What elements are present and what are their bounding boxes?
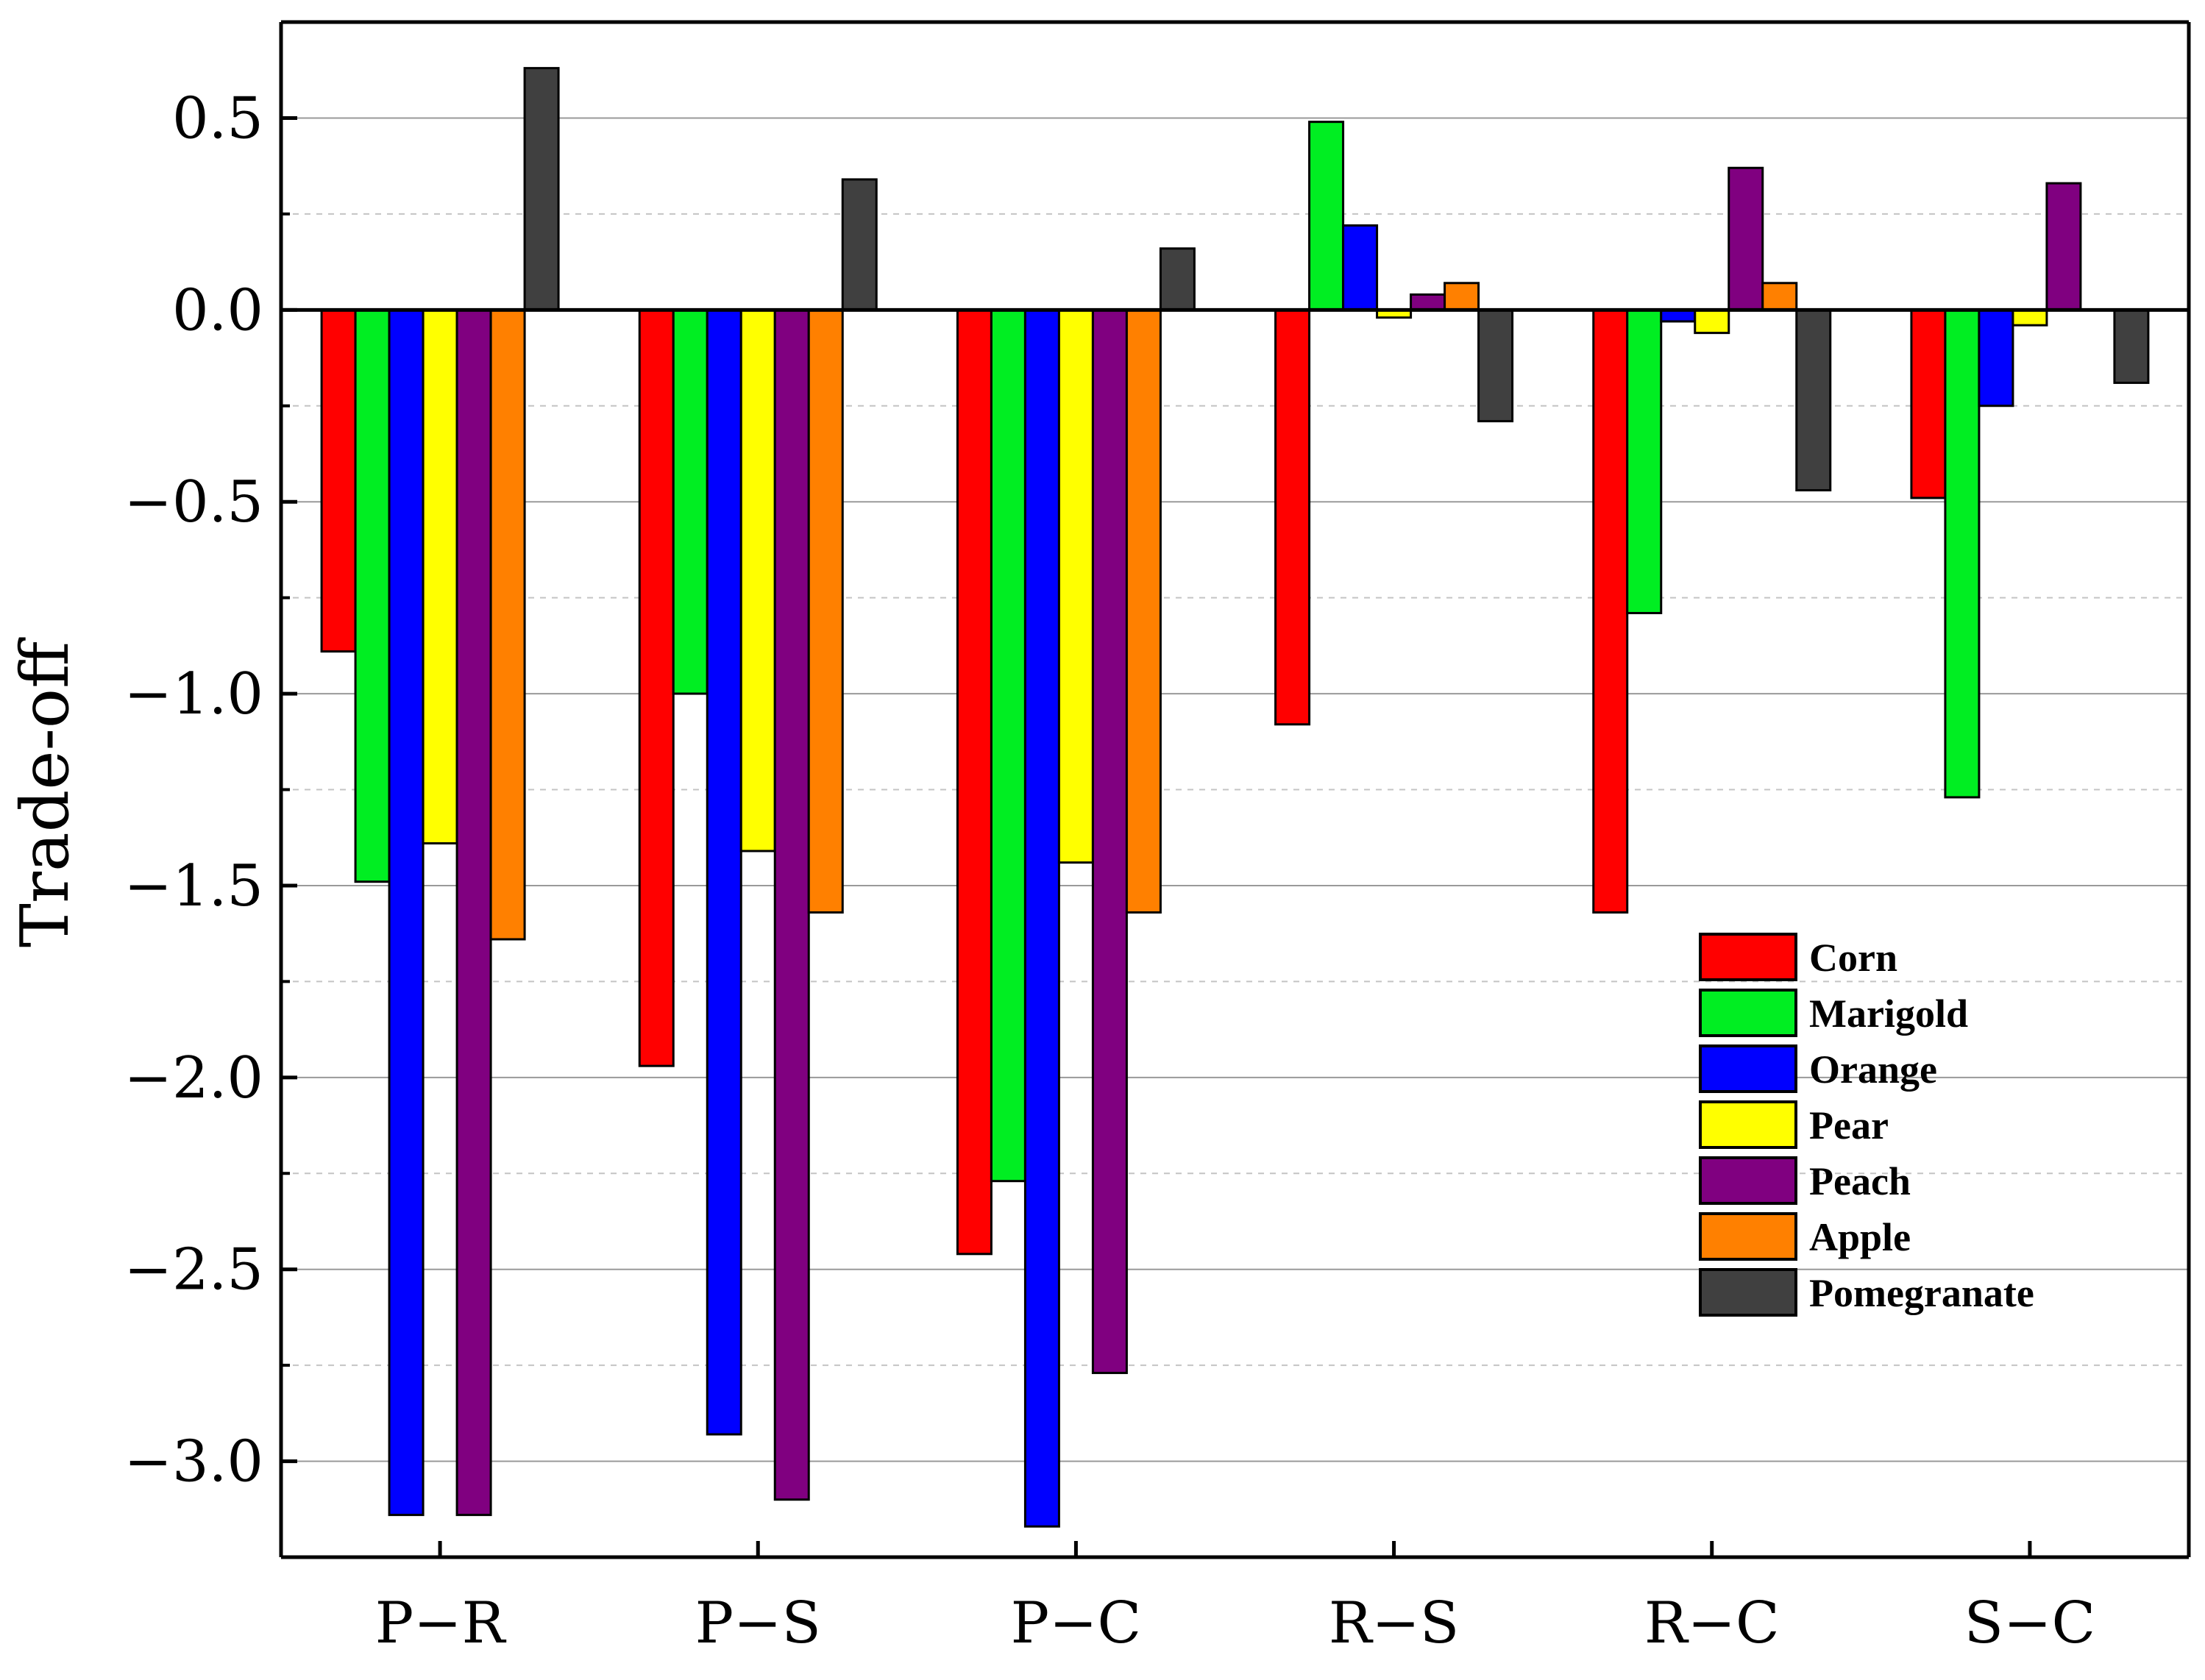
- bar-peach-4: [1410, 293, 1446, 311]
- legend-swatch-marigold: [1699, 989, 1797, 1037]
- legend-swatch-orange: [1699, 1044, 1797, 1093]
- y-axis-title: Trade-off: [7, 637, 84, 947]
- legend-item-peach: Peach: [1699, 1156, 1911, 1205]
- x-tick-label: P−R: [375, 1590, 507, 1656]
- bar-pomegranate-1: [523, 67, 560, 311]
- x-tick-label: R−C: [1644, 1590, 1780, 1656]
- bar-pear-5: [1694, 308, 1730, 335]
- bar-peach-1: [455, 308, 492, 1517]
- legend-label: Orange: [1809, 1047, 1937, 1092]
- x-tick-label: P−S: [695, 1590, 821, 1656]
- bar-peach-6: [2045, 182, 2082, 311]
- legend-item-pomegranate: Pomegranate: [1699, 1268, 2034, 1317]
- bar-pear-3: [1057, 308, 1094, 864]
- bar-peach-5: [1728, 166, 1764, 311]
- legend-label: Pomegranate: [1809, 1271, 2034, 1315]
- bar-corn-4: [1274, 308, 1311, 726]
- bar-orange-4: [1342, 224, 1379, 311]
- bar-apple-5: [1761, 282, 1798, 311]
- legend-swatch-corn: [1699, 933, 1797, 981]
- bar-pomegranate-5: [1795, 308, 1832, 492]
- y-tick-label: −2.5: [124, 1237, 263, 1303]
- bars-layer: [320, 67, 2150, 1528]
- y-tick-label: −2.0: [124, 1045, 263, 1111]
- y-tick-label: −0.5: [124, 469, 263, 535]
- y-tick-label: 0.5: [172, 85, 263, 152]
- bar-peach-2: [773, 308, 810, 1501]
- bar-corn-5: [1592, 308, 1629, 914]
- bar-apple-2: [807, 308, 844, 914]
- bar-orange-3: [1023, 308, 1060, 1528]
- bar-marigold-5: [1626, 308, 1663, 614]
- legend-swatch-pomegranate: [1699, 1268, 1797, 1317]
- legend-label: Corn: [1809, 936, 1897, 980]
- bar-pear-2: [739, 308, 776, 853]
- y-tick-label: −3.0: [124, 1429, 263, 1495]
- y-tick-label: −1.0: [124, 661, 263, 727]
- bar-marigold-4: [1308, 121, 1345, 311]
- x-tick-label: R−S: [1329, 1590, 1460, 1656]
- bar-orange-6: [1978, 308, 2014, 407]
- axes-layer: [279, 20, 2191, 1559]
- legend-label: Marigold: [1809, 992, 1968, 1036]
- legend-item-pear: Pear: [1699, 1100, 1889, 1149]
- legend-item-corn: Corn: [1699, 933, 1897, 981]
- bar-pomegranate-3: [1159, 247, 1196, 311]
- bar-orange-1: [388, 308, 425, 1517]
- legend-item-apple: Apple: [1699, 1212, 1911, 1261]
- bar-marigold-6: [1944, 308, 1981, 799]
- x-tick-label: P−C: [1011, 1590, 1142, 1656]
- bar-corn-3: [956, 308, 993, 1256]
- y-tick-label: −1.5: [124, 853, 263, 919]
- bar-marigold-1: [354, 308, 391, 883]
- bar-marigold-2: [672, 308, 709, 695]
- bar-marigold-3: [990, 308, 1026, 1183]
- ticks-layer: 0.5 0.0 −0.5 −1.0 −1.5 −2.0 −2.5 −3.0 P−R P−S P−C R…: [124, 85, 2096, 1656]
- bar-pomegranate-2: [841, 178, 878, 311]
- bar-apple-3: [1125, 308, 1162, 914]
- legend-item-marigold: Marigold: [1699, 989, 1968, 1037]
- legend: Corn Marigold Orange Pear Peach Apple Pomegran…: [1699, 933, 2034, 1317]
- legend-label: Peach: [1809, 1159, 1911, 1203]
- x-tick-label: S−C: [1964, 1590, 2095, 1656]
- bar-corn-2: [638, 308, 675, 1067]
- bar-apple-4: [1444, 282, 1480, 311]
- bar-pear-6: [2012, 308, 2048, 327]
- bar-apple-1: [489, 308, 526, 941]
- y-tick-label: 0.0: [172, 277, 263, 344]
- bar-pomegranate-4: [1477, 308, 1514, 423]
- legend-label: Apple: [1809, 1215, 1911, 1259]
- bar-corn-6: [1910, 308, 1947, 499]
- legend-item-orange: Orange: [1699, 1044, 1937, 1093]
- bar-orange-2: [706, 308, 742, 1436]
- legend-label: Pear: [1809, 1103, 1889, 1147]
- bar-peach-3: [1091, 308, 1128, 1375]
- bar-corn-1: [320, 308, 357, 653]
- legend-swatch-pear: [1699, 1100, 1797, 1149]
- bar-pomegranate-6: [2113, 308, 2150, 384]
- legend-swatch-apple: [1699, 1212, 1797, 1261]
- legend-swatch-peach: [1699, 1156, 1797, 1205]
- grid-layer: [281, 117, 2189, 1462]
- bar-pear-1: [422, 308, 458, 845]
